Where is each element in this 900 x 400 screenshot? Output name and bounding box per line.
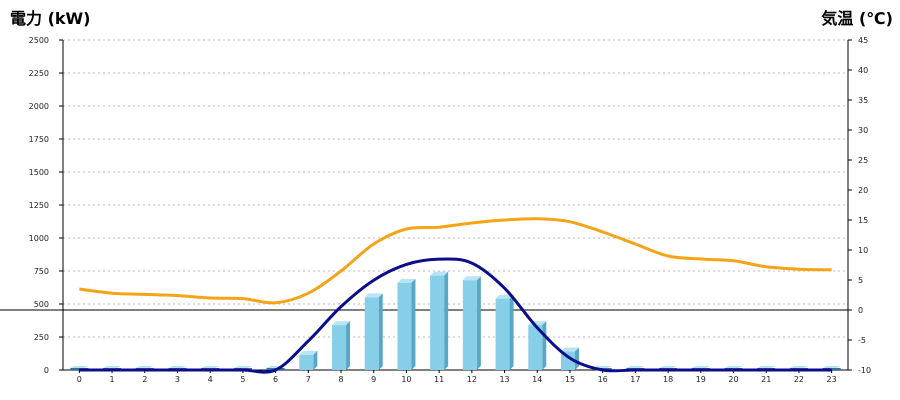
right-tick-label: 30 <box>858 126 868 135</box>
right-tick-label: 15 <box>858 216 868 225</box>
bar-top <box>233 366 252 368</box>
left-tick-label: 500 <box>34 300 49 309</box>
bar-top <box>724 366 743 368</box>
tick-labels: 02505007501000125015001750200022502500-1… <box>29 36 871 384</box>
x-tick-label: 16 <box>598 375 608 384</box>
bar-top <box>691 366 710 368</box>
bar <box>299 354 314 370</box>
bar-top <box>789 366 808 368</box>
x-tick-label: 0 <box>77 375 82 384</box>
right-tick-label: 5 <box>858 276 863 285</box>
x-tick-label: 9 <box>371 375 376 384</box>
right-tick-label: 40 <box>858 66 868 75</box>
right-tick-label: 25 <box>858 156 868 165</box>
right-axis-title: 気温 (℃) <box>821 9 893 28</box>
bar-side <box>509 294 514 370</box>
bar-top <box>593 366 612 368</box>
x-tick-label: 2 <box>142 375 147 384</box>
bar-side <box>476 276 481 370</box>
x-tick-label: 10 <box>401 375 411 384</box>
grid-lines <box>63 39 848 338</box>
bar <box>397 282 412 370</box>
bar-top <box>495 294 514 299</box>
line-series <box>79 217 832 374</box>
right-tick-label: 45 <box>858 36 868 45</box>
bar-top <box>201 366 220 368</box>
left-tick-label: 1250 <box>29 201 49 210</box>
bar-side <box>346 321 351 370</box>
bar-side <box>378 293 383 370</box>
x-tick-label: 15 <box>565 375 575 384</box>
left-tick-label: 250 <box>34 333 49 342</box>
left-tick-label: 1500 <box>29 168 49 177</box>
bar-top <box>332 321 351 326</box>
bar <box>560 351 575 370</box>
right-tick-label: 10 <box>858 246 868 255</box>
bar-top <box>299 350 318 355</box>
bar <box>364 297 379 370</box>
x-tick-label: 1 <box>110 375 115 384</box>
left-tick-label: 1000 <box>29 234 49 243</box>
bar <box>495 298 510 370</box>
bar-top <box>397 278 416 283</box>
bar-top <box>168 366 187 368</box>
bar-side <box>313 350 318 370</box>
x-tick-label: 19 <box>696 375 706 384</box>
x-tick-label: 4 <box>208 375 213 384</box>
left-tick-label: 2250 <box>29 69 49 78</box>
x-tick-label: 23 <box>827 375 837 384</box>
right-tick-label: 0 <box>858 306 863 315</box>
bar-side <box>542 321 547 370</box>
bar <box>430 275 445 370</box>
x-tick-label: 18 <box>663 375 673 384</box>
bar-top <box>103 366 122 368</box>
left-tick-label: 2500 <box>29 36 49 45</box>
left-tick-label: 2000 <box>29 102 49 111</box>
x-tick-label: 11 <box>434 375 444 384</box>
left-tick-label: 750 <box>34 267 49 276</box>
left-tick-label: 1750 <box>29 135 49 144</box>
bar-side <box>411 278 416 370</box>
bar-top <box>560 347 579 352</box>
x-tick-label: 13 <box>499 375 509 384</box>
x-tick-label: 20 <box>728 375 738 384</box>
bar <box>528 325 543 370</box>
left-axis-title: 電力 (kW) <box>10 9 91 28</box>
x-tick-label: 21 <box>761 375 771 384</box>
bar <box>462 280 477 370</box>
temperature-line <box>79 217 832 305</box>
x-tick-label: 17 <box>630 375 640 384</box>
bar-top <box>364 293 383 298</box>
bar-top <box>430 271 449 276</box>
bar-top <box>70 366 89 368</box>
bar-series <box>70 271 841 370</box>
x-tick-label: 22 <box>794 375 804 384</box>
right-tick-label: 35 <box>858 96 868 105</box>
bar <box>332 325 347 370</box>
x-tick-label: 14 <box>532 375 542 384</box>
x-tick-label: 12 <box>467 375 477 384</box>
left-tick-label: 0 <box>44 366 49 375</box>
axes <box>0 39 852 373</box>
bar-top <box>659 366 678 368</box>
right-tick-label: -5 <box>858 336 866 345</box>
bar-side <box>574 347 579 370</box>
bar-top <box>822 366 841 368</box>
x-tick-label: 3 <box>175 375 180 384</box>
x-tick-label: 7 <box>306 375 311 384</box>
power-line <box>79 257 832 374</box>
bar-top <box>462 276 481 281</box>
bar-top <box>135 366 154 368</box>
x-tick-label: 8 <box>338 375 343 384</box>
bar-top <box>757 366 776 368</box>
right-tick-label: 20 <box>858 186 868 195</box>
right-tick-label: -10 <box>858 366 871 375</box>
bar-side <box>444 271 449 370</box>
x-tick-label: 6 <box>273 375 278 384</box>
x-tick-label: 5 <box>240 375 245 384</box>
bar-top <box>626 366 645 368</box>
